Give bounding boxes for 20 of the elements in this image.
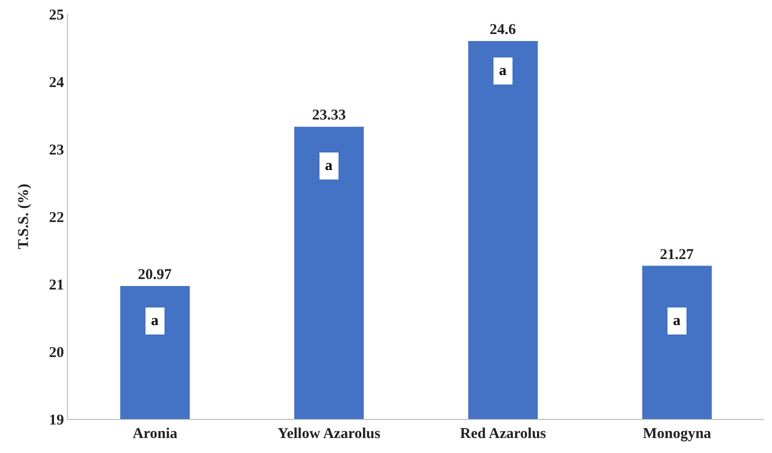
annotation: a — [325, 158, 333, 174]
y-tick-label: 23 — [49, 142, 64, 158]
data-label: 20.97 — [138, 267, 172, 284]
y-tick-label: 25 — [49, 7, 64, 24]
annotation: a — [151, 313, 159, 329]
y-tick-label: 19 — [49, 412, 64, 428]
y-tick-label: 21 — [49, 277, 64, 294]
data-label: 23.33 — [312, 108, 346, 124]
y-tick-label: 20 — [49, 344, 64, 361]
x-tick-label: Monogyna — [642, 426, 712, 442]
x-tick-label: Yellow Azarolus — [278, 426, 380, 442]
x-tick-label: Aronia — [132, 426, 178, 442]
annotation: a — [673, 313, 681, 329]
x-tick-label: Red Azarolus — [460, 426, 546, 442]
data-label: 24.6 — [490, 22, 516, 38]
y-axis-title: T.S.S. (%) — [16, 184, 32, 250]
y-tick-label: 24 — [49, 74, 64, 91]
data-label: 21.27 — [660, 246, 694, 263]
y-tick-label: 22 — [49, 210, 64, 226]
annotation: a — [499, 63, 507, 79]
